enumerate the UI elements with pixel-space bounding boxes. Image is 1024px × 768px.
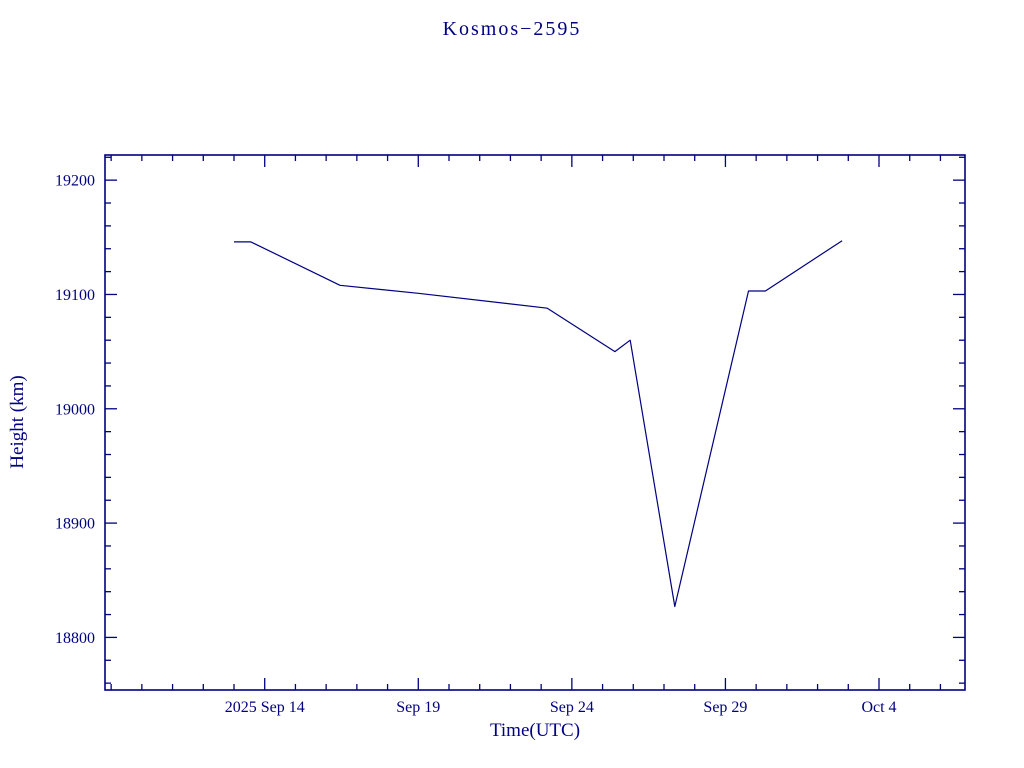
chart-title: Kosmos−2595	[442, 18, 582, 40]
x-axis-label: Time(UTC)	[489, 720, 581, 741]
y-tick-label: 18800	[55, 630, 95, 647]
x-tick-label: Sep 29	[703, 699, 747, 716]
x-tick-label: Oct 4	[861, 699, 896, 716]
y-tick-label: 19200	[55, 173, 95, 190]
y-tick-label: 19100	[55, 287, 95, 304]
height-data-line	[234, 240, 843, 608]
x-tick-label: Sep 19	[396, 699, 440, 716]
y-tick-label: 19000	[55, 401, 95, 418]
x-tick-label: 2025 Sep 14	[225, 699, 305, 716]
y-tick-label: 18900	[55, 516, 95, 533]
plot-frame	[104, 154, 966, 691]
x-tick-label: Sep 24	[550, 699, 594, 716]
